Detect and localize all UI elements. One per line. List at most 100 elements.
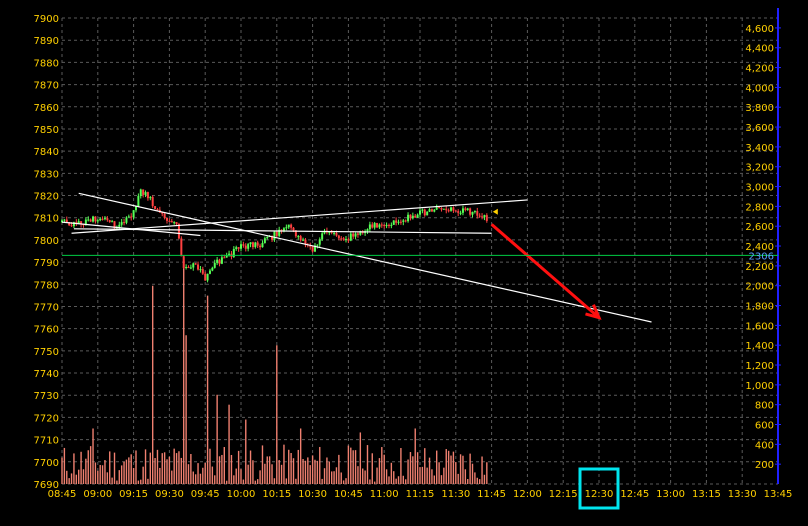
- forecast-arrow-shaft: [490, 223, 600, 319]
- candle-body: [163, 213, 166, 218]
- candle-body: [161, 212, 164, 214]
- candle-body: [423, 209, 426, 216]
- candle-body: [192, 263, 195, 268]
- candle-body: [473, 211, 476, 213]
- right-tick-label: 1,000: [745, 381, 774, 392]
- volume-layer: [61, 265, 488, 484]
- candle-body: [166, 217, 169, 221]
- candle-body: [445, 208, 448, 211]
- candle-body: [259, 245, 262, 248]
- left-tick-label: 7820: [34, 192, 59, 203]
- candle-body: [471, 212, 474, 215]
- candle-body: [254, 242, 257, 248]
- candle-body: [180, 238, 183, 257]
- candle-body: [373, 223, 376, 228]
- right-tick-label: 800: [755, 401, 774, 412]
- candle-body: [385, 224, 388, 227]
- candle-body: [466, 208, 469, 211]
- candle-body: [125, 217, 128, 223]
- candle-body: [342, 238, 345, 240]
- candle-body: [282, 228, 285, 231]
- current-level-label: 2306: [749, 251, 774, 262]
- candle-body: [302, 239, 305, 241]
- candle-body: [201, 269, 204, 274]
- candle-body: [481, 216, 484, 218]
- candle-body: [407, 214, 410, 222]
- left-tick-label: 7710: [34, 436, 59, 447]
- candle-body: [220, 257, 223, 264]
- candle-body: [414, 215, 417, 218]
- candle-body: [111, 221, 114, 223]
- candle-body: [285, 227, 288, 229]
- candle-body: [478, 215, 481, 217]
- candle-body: [87, 219, 90, 221]
- candle-body: [411, 215, 414, 219]
- right-tick-label: 4,000: [745, 83, 774, 94]
- x-tick-label: 13:30: [728, 489, 757, 500]
- candle-body: [483, 215, 486, 218]
- candle-body: [476, 211, 479, 216]
- left-tick-label: 7830: [34, 169, 59, 180]
- candle-body: [447, 210, 450, 212]
- candle-body: [204, 273, 207, 281]
- candle-body: [149, 197, 152, 199]
- x-tick-label: 12:00: [513, 489, 542, 500]
- candle-body: [469, 208, 472, 215]
- candle-body: [77, 221, 80, 224]
- right-tick-label: 2,200: [745, 262, 774, 273]
- candle-body: [170, 221, 173, 223]
- candle-body: [80, 221, 83, 225]
- candle-body: [185, 267, 188, 269]
- x-tick-label: 08:45: [48, 489, 77, 500]
- candle-body: [127, 216, 130, 218]
- left-tick-label: 7840: [34, 147, 59, 158]
- grid-layer: [61, 17, 779, 485]
- candle-layer: [61, 188, 488, 283]
- candle-body: [426, 211, 429, 216]
- x-tick-label: 09:30: [155, 489, 184, 500]
- candle-body: [197, 264, 200, 270]
- x-tick-label: 10:00: [227, 489, 256, 500]
- candle-body: [123, 222, 126, 224]
- candle-body: [404, 220, 407, 222]
- candle-body: [271, 236, 274, 240]
- candle-body: [399, 221, 402, 223]
- candle-body: [94, 216, 97, 222]
- left-tick-label: 7810: [34, 214, 59, 225]
- candle-body: [392, 220, 395, 225]
- candle-body: [485, 215, 488, 221]
- candle-body: [65, 219, 68, 223]
- right-tick-label: 600: [755, 421, 774, 432]
- candle-body: [328, 231, 331, 233]
- left-tick-label: 7770: [34, 302, 59, 313]
- candle-body: [330, 231, 333, 233]
- candle-body: [299, 236, 302, 241]
- candle-body: [318, 239, 321, 245]
- candle-body: [309, 245, 312, 247]
- candle-body: [335, 232, 338, 236]
- left-tick-label: 7870: [34, 81, 59, 92]
- candle-body: [323, 230, 326, 234]
- candle-body: [395, 220, 398, 223]
- left-tick-label: 7740: [34, 369, 59, 380]
- right-tick-label: 4,400: [745, 44, 774, 55]
- candle-body: [294, 230, 297, 237]
- candle-body: [144, 192, 147, 195]
- candle-body: [142, 189, 145, 195]
- candle-body: [103, 218, 106, 220]
- candle-body: [199, 269, 202, 271]
- candle-body: [89, 219, 92, 222]
- candle-body: [273, 231, 276, 240]
- candle-body: [177, 224, 180, 239]
- candle-body: [132, 210, 135, 218]
- candle-body: [256, 242, 259, 246]
- candle-body: [454, 210, 457, 212]
- candle-body: [280, 229, 283, 231]
- x-tick-label: 11:15: [406, 489, 435, 500]
- candle-body: [213, 262, 216, 268]
- candle-body: [402, 220, 405, 222]
- candle-body: [263, 238, 266, 243]
- candle-body: [244, 245, 247, 249]
- candle-body: [438, 207, 441, 209]
- candle-body: [68, 222, 71, 226]
